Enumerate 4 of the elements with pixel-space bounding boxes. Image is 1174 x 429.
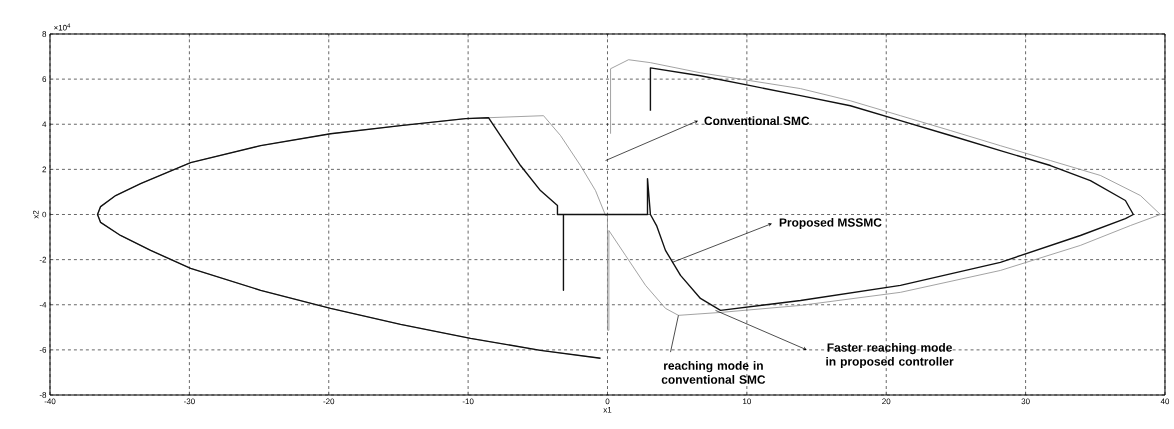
annotation: Proposed MSSMC [779, 217, 882, 230]
annotation: reaching mode in conventional SMC [661, 361, 766, 384]
annotation: Conventional SMC [704, 116, 810, 126]
annotation: Faster reaching mode in proposed controller [826, 342, 954, 369]
